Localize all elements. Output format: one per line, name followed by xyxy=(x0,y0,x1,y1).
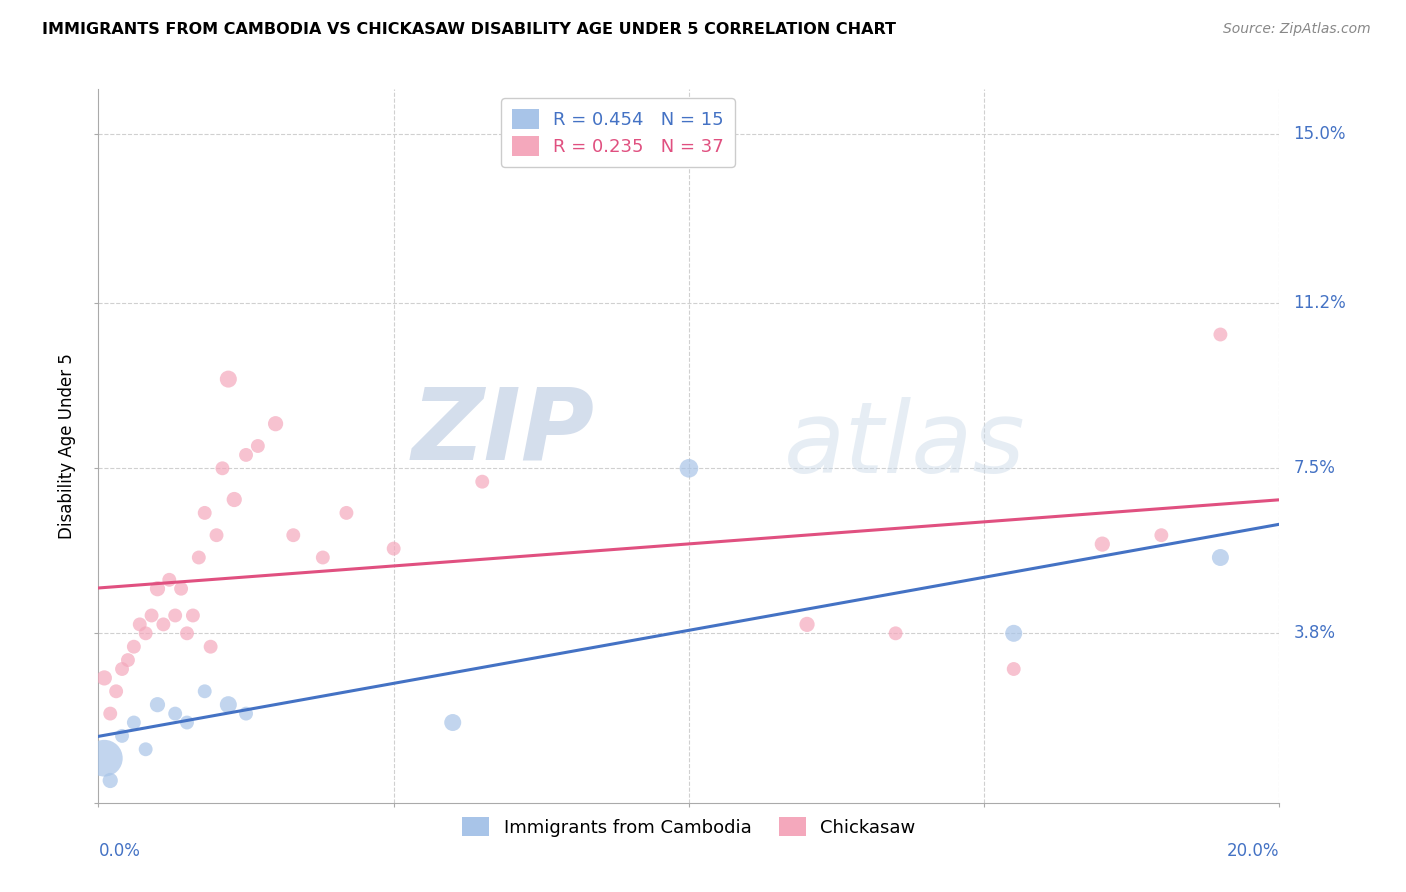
Point xyxy=(884,626,907,640)
Text: 3.8%: 3.8% xyxy=(1294,624,1336,642)
Point xyxy=(1002,662,1025,676)
Y-axis label: Disability Age Under 5: Disability Age Under 5 xyxy=(58,353,76,539)
Point xyxy=(678,461,700,475)
Point xyxy=(1150,528,1173,542)
Point xyxy=(165,608,187,623)
Point xyxy=(105,684,128,698)
Point xyxy=(1209,327,1232,342)
Point xyxy=(312,550,335,565)
Text: atlas: atlas xyxy=(783,398,1025,494)
Point xyxy=(176,626,198,640)
Point xyxy=(246,439,269,453)
Point xyxy=(98,706,121,721)
Point xyxy=(382,541,405,556)
Point xyxy=(152,617,174,632)
Point xyxy=(471,475,494,489)
Point xyxy=(200,640,222,654)
Point xyxy=(283,528,305,542)
Point xyxy=(98,773,121,788)
Point xyxy=(181,608,204,623)
Point xyxy=(165,706,187,721)
Point xyxy=(176,715,198,730)
Point xyxy=(187,550,209,565)
Point xyxy=(170,582,193,596)
Text: 7.5%: 7.5% xyxy=(1294,459,1336,477)
Point xyxy=(264,417,287,431)
Point xyxy=(117,653,139,667)
Point xyxy=(194,684,217,698)
Point xyxy=(128,617,150,632)
Point xyxy=(211,461,233,475)
Text: 0.0%: 0.0% xyxy=(98,842,141,860)
Point xyxy=(93,751,115,765)
Text: ZIP: ZIP xyxy=(412,384,595,480)
Point xyxy=(235,448,257,462)
Point xyxy=(1002,626,1025,640)
Point xyxy=(141,608,163,623)
Point xyxy=(111,662,134,676)
Point xyxy=(194,506,217,520)
Point xyxy=(205,528,228,542)
Point xyxy=(235,706,257,721)
Legend: Immigrants from Cambodia, Chickasaw: Immigrants from Cambodia, Chickasaw xyxy=(456,809,922,844)
Point xyxy=(135,626,157,640)
Point xyxy=(122,715,145,730)
Point xyxy=(441,715,464,730)
Point xyxy=(335,506,357,520)
Point xyxy=(122,640,145,654)
Point xyxy=(135,742,157,756)
Text: 11.2%: 11.2% xyxy=(1294,294,1346,312)
Point xyxy=(111,729,134,743)
Point xyxy=(1091,537,1114,551)
Point xyxy=(157,573,180,587)
Point xyxy=(796,617,818,632)
Text: Source: ZipAtlas.com: Source: ZipAtlas.com xyxy=(1223,22,1371,37)
Point xyxy=(146,698,169,712)
Text: IMMIGRANTS FROM CAMBODIA VS CHICKASAW DISABILITY AGE UNDER 5 CORRELATION CHART: IMMIGRANTS FROM CAMBODIA VS CHICKASAW DI… xyxy=(42,22,896,37)
Point xyxy=(224,492,246,507)
Point xyxy=(93,671,115,685)
Point xyxy=(146,582,169,596)
Point xyxy=(1209,550,1232,565)
Text: 15.0%: 15.0% xyxy=(1294,125,1346,143)
Point xyxy=(217,372,239,386)
Point xyxy=(217,698,239,712)
Text: 20.0%: 20.0% xyxy=(1227,842,1279,860)
